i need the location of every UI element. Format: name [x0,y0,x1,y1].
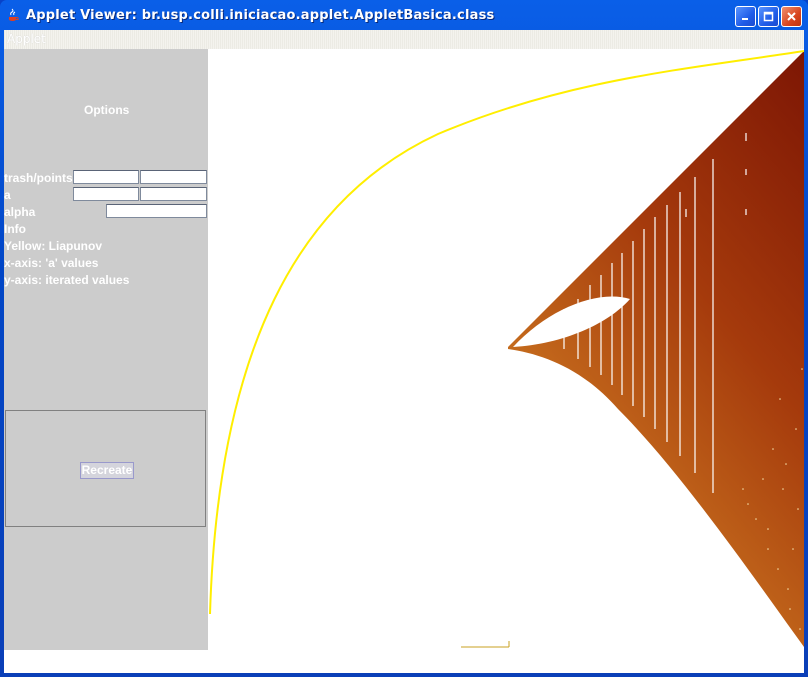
a-max-field[interactable] [140,187,207,201]
bifurcation-fill [508,51,804,647]
chaotic-speckles [742,368,803,630]
title-bar[interactable]: Applet Viewer: br.usp.colli.iniciacao.ap… [0,0,808,30]
info-y-axis: y-axis: iterated values [4,273,130,287]
menu-applet[interactable]: Applet [7,32,46,46]
points-field[interactable] [140,170,207,184]
alpha-label: alpha [4,205,36,219]
recreate-panel: Recreate [5,410,206,527]
periodic-window-lines [563,133,747,493]
trash-field[interactable] [73,170,139,184]
close-button[interactable] [781,6,802,27]
alpha-field[interactable] [106,204,207,218]
a-min-field[interactable] [73,187,139,201]
bifurcation-diagram [209,50,805,648]
info-label: Info [4,222,26,236]
liapunov-curve [209,50,805,615]
client-area: Applet Options trash/points a alpha Info… [4,30,805,673]
window-title: Applet Viewer: br.usp.colli.iniciacao.ap… [26,8,495,23]
info-yellow-liapunov: Yellow: Liapunov [4,239,103,253]
trash-points-label: trash/points [4,171,73,185]
a-label: a [4,188,11,202]
maximize-icon [763,11,774,22]
info-x-axis: x-axis: 'a' values [4,256,99,270]
minimize-button[interactable] [735,6,756,27]
maximize-button[interactable] [758,6,779,27]
options-panel: Options trash/points a alpha Info Yellow… [4,49,208,650]
java-cup-icon [9,8,19,21]
minimize-icon [742,18,748,20]
menu-bar: Applet [4,30,804,49]
applet-status-area [4,650,804,673]
recreate-button[interactable]: Recreate [80,462,134,479]
options-heading: Options [84,103,130,117]
close-icon [787,12,796,21]
bifurcation-plot[interactable] [208,49,805,650]
